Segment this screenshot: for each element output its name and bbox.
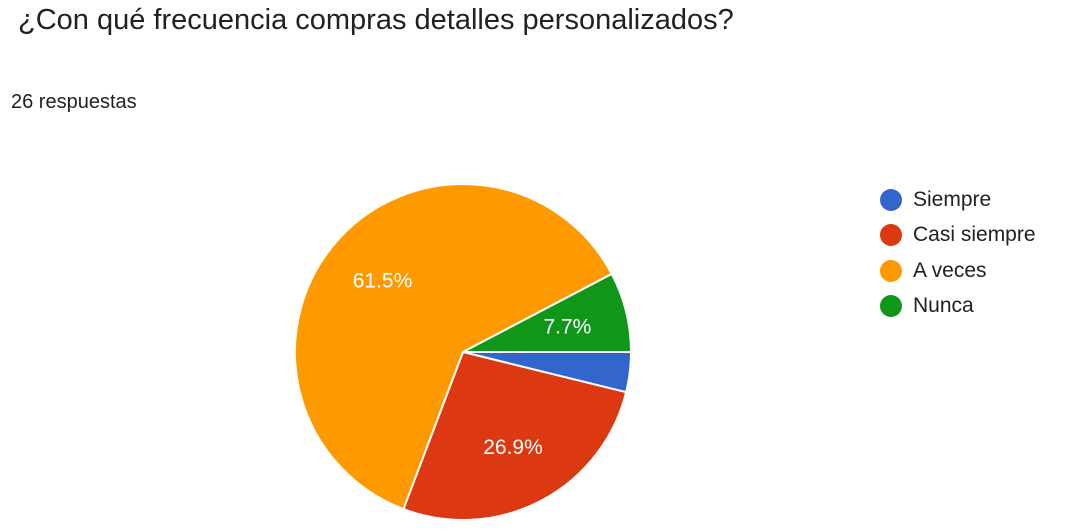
legend-item-siempre: Siempre [880,182,1036,218]
question-title: ¿Con qué frecuencia compras detalles per… [18,4,734,36]
legend-item-nunca: Nunca [880,289,1036,325]
pie-slice-casi-siempre [402,351,628,521]
legend-label: Nunca [913,294,974,318]
legend-swatch [880,295,902,318]
slice-label-nunca: 7.7% [543,315,591,338]
pie-slice-nunca [462,272,632,353]
legend-swatch [880,188,902,211]
legend-swatch [880,259,902,282]
pie-slice-a-veces [294,183,613,511]
response-count: 26 respuestas [11,91,137,113]
legend-label: A veces [913,258,987,282]
legend-label: Casi siempre [913,223,1036,247]
legend-item-casi-siempre: Casi siempre [880,218,1036,254]
legend-label: Siempre [913,187,992,211]
slice-label-a-veces: 61.5% [353,270,413,293]
legend-swatch [880,224,902,247]
chart-legend: Siempre Casi siempre A veces Nunca [880,182,1036,324]
slice-label-casi-siempre: 26.9% [483,436,543,459]
legend-item-a-veces: A veces [880,253,1036,289]
